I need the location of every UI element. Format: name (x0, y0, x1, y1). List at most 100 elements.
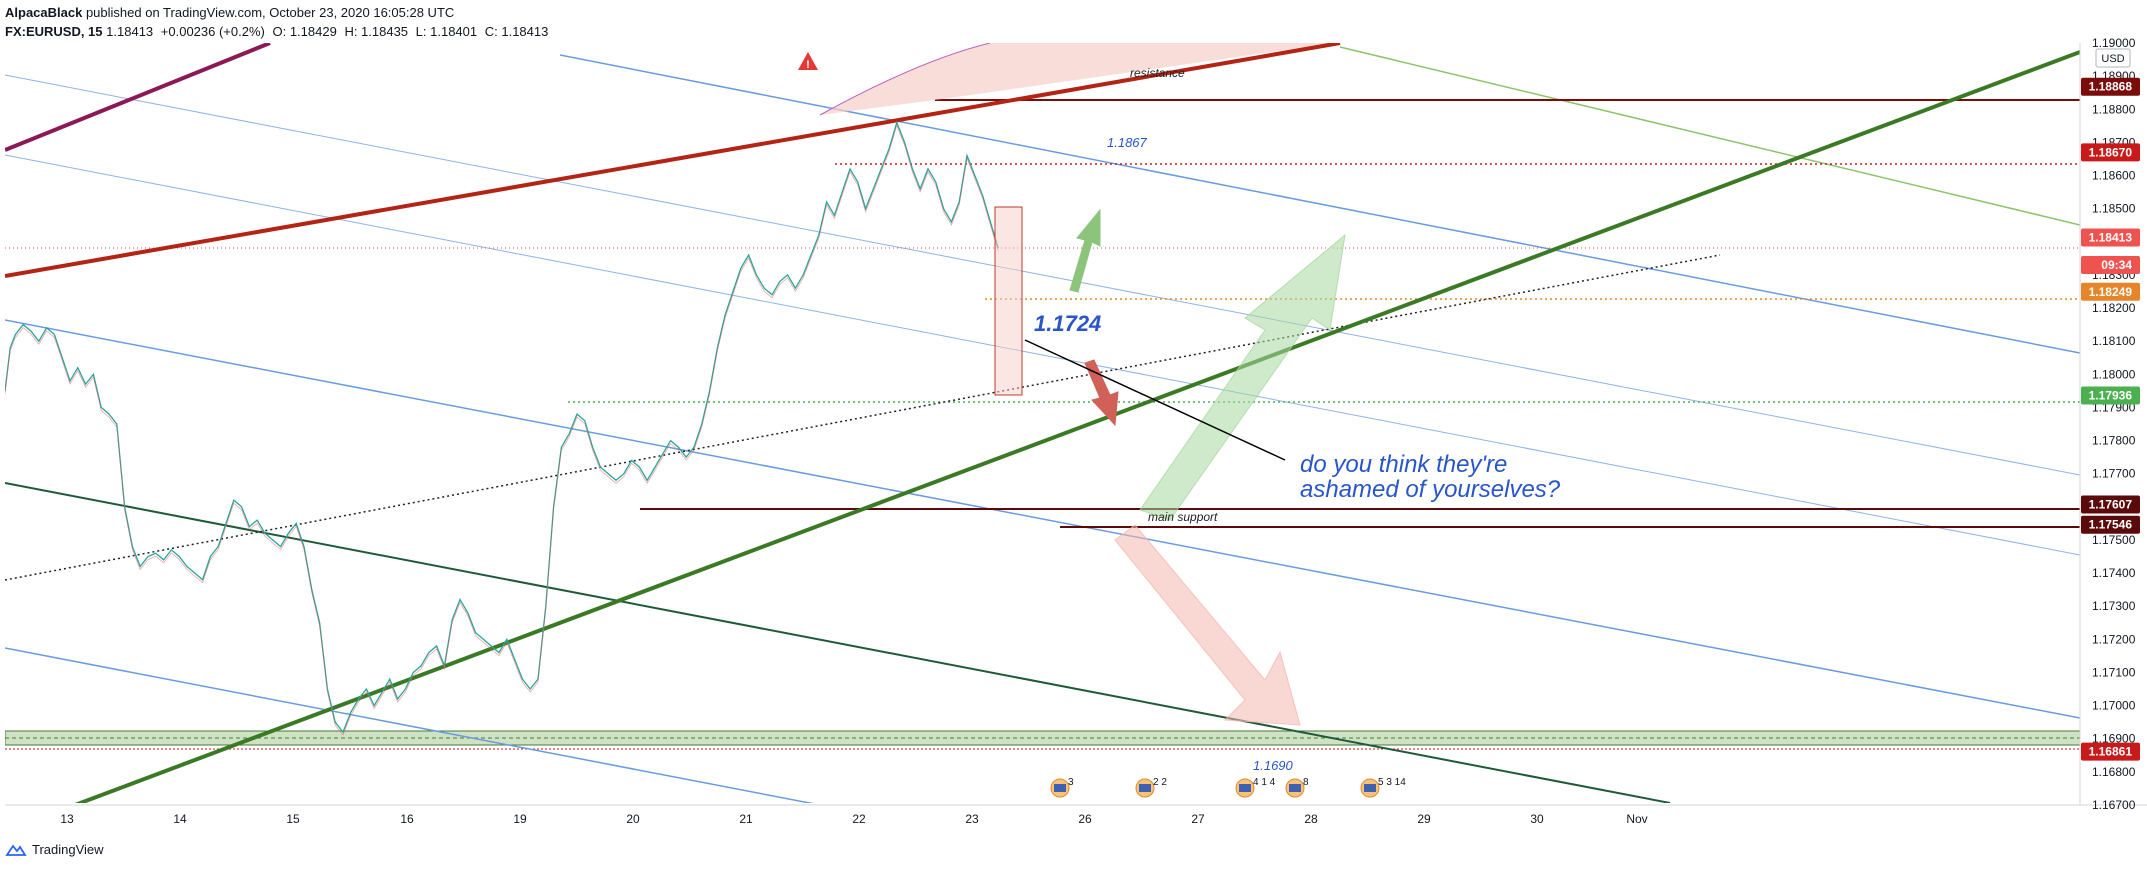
price-series-shadow (5, 124, 999, 736)
highlight-box (994, 206, 1023, 396)
publish-info: published on TradingView.com, October 23… (85, 5, 455, 20)
publish-line: AlpacaBlack published on TradingView.com… (5, 3, 552, 22)
event-count: 2 2 (1153, 777, 1167, 788)
high-value: H: 1.18435 (344, 24, 409, 39)
plot-area[interactable]: ! resistance 1.1867 1.1724 do you think … (5, 43, 2080, 805)
time-axis[interactable]: 13 14 15 16 19 20 21 22 23 26 27 28 29 30 Nov (60, 812, 1647, 826)
chart-header: AlpacaBlack published on TradingView.com… (5, 3, 552, 41)
price-tick-label: 1.17200 (2092, 632, 2136, 646)
price-tick-label: 1.16900 (2092, 732, 2136, 746)
price-tags: 1.18868 1.18670 1.18413 09:34 1.18249 1.17936… (2081, 77, 2140, 761)
channel-line-1 (559, 54, 2080, 354)
resistance-arc (819, 43, 991, 116)
price-tick-label: 1.18800 (2092, 102, 2136, 116)
symbol-label: FX:EURUSD, 15 (5, 24, 103, 39)
price-tag-label: 09:34 (2101, 258, 2132, 272)
label-main-support: main support (1148, 510, 1218, 524)
price-tick-label: 1.16700 (2092, 798, 2136, 812)
low-value: L: 1.18401 (415, 24, 478, 39)
price-tag: 1.18249 (2081, 282, 2140, 301)
close-value: C: 1.18413 (484, 24, 549, 39)
price-tick-label: 1.18600 (2092, 169, 2136, 183)
downtrend-line (5, 482, 1671, 803)
price-tag: 1.17936 (2081, 386, 2140, 405)
bullish-arrow-small (1069, 208, 1101, 293)
price-tick-label: 1.17400 (2092, 566, 2136, 580)
comment-line-2: ashamed of yourselves? (1300, 476, 1561, 503)
time-tick-label: 26 (1078, 812, 1092, 826)
open-value: O: 1.18429 (272, 24, 337, 39)
green-trend-top (1339, 46, 2080, 226)
time-tick-label: 15 (286, 812, 300, 826)
label-resistance: resistance (1130, 66, 1185, 80)
event-marker[interactable]: 8 (1285, 777, 1309, 798)
price-tick-label: 1.17100 (2092, 665, 2136, 679)
economic-events[interactable]: 3 2 2 4 1 4 8 5 3 14 (1050, 777, 1406, 798)
channel-line-5 (5, 647, 814, 803)
time-tick-label: 21 (739, 812, 753, 826)
time-tick-label: 23 (965, 812, 979, 826)
event-count: 8 (1303, 777, 1309, 788)
bearish-arrow-small (1084, 359, 1119, 427)
price-tick-label: 1.17500 (2092, 533, 2136, 547)
price-change: +0.00236 (+0.2%) (160, 24, 265, 39)
event-marker[interactable]: 4 1 4 (1235, 777, 1276, 798)
event-count: 4 1 4 (1253, 777, 1276, 788)
channel-line-3 (5, 154, 2080, 556)
price-tag-label: 1.18413 (2089, 230, 2133, 244)
time-tick-label: 27 (1191, 812, 1205, 826)
maroon-trend (5, 43, 271, 152)
ohlc-line: FX:EURUSD, 15 1.18413 +0.00236 (+0.2%) O… (5, 22, 552, 41)
time-tick-label: 30 (1530, 812, 1544, 826)
tradingview-logo-icon (5, 843, 27, 856)
price-tag: 1.18868 (2081, 77, 2140, 96)
time-tick-label: 13 (60, 812, 74, 826)
price-tag: 1.17546 (2081, 515, 2140, 534)
label-1867: 1.1867 (1107, 135, 1148, 150)
channel-line-2 (5, 74, 2080, 476)
price-tick-label: 1.17300 (2092, 599, 2136, 613)
brand-label: TradingView (32, 842, 104, 857)
price-tick-label: 1.18500 (2092, 202, 2136, 216)
event-marker[interactable]: 3 (1050, 777, 1074, 798)
price-tag-label: 1.18249 (2089, 285, 2133, 299)
currency-label: USD (2101, 53, 2124, 65)
time-tick-label: 22 (852, 812, 866, 826)
event-count: 3 (1068, 777, 1074, 788)
footer-brand[interactable]: TradingView (5, 842, 104, 857)
price-tick-label: 1.17800 (2092, 434, 2136, 448)
comment-pointer (1024, 339, 1286, 461)
price-tag-label: 1.17607 (2089, 498, 2133, 512)
price-tag-label: 1.18868 (2089, 80, 2133, 94)
price-tick-label: 1.17000 (2092, 699, 2136, 713)
author-name[interactable]: AlpacaBlack (5, 5, 83, 20)
event-marker[interactable]: 2 2 (1135, 777, 1167, 798)
time-tick-label: 19 (513, 812, 527, 826)
price-tag: 1.16861 (2081, 742, 2140, 761)
price-tick-label: 1.17700 (2092, 467, 2136, 481)
last-price: 1.18413 (106, 24, 154, 39)
main-uptrend-line (74, 50, 2080, 803)
time-tick-label: 29 (1417, 812, 1431, 826)
currency-badge[interactable]: USD (2095, 48, 2131, 68)
time-tick-label: 14 (173, 812, 187, 826)
price-tag-label: 1.17546 (2089, 518, 2133, 532)
warning-icon[interactable]: ! (798, 52, 818, 71)
channel-line-4 (5, 319, 2080, 719)
price-tick-label: 1.16800 (2092, 765, 2136, 779)
event-count: 5 3 14 (1378, 777, 1406, 788)
price-tick-label: 1.19000 (2092, 36, 2136, 50)
price-tag-label: 1.18670 (2089, 145, 2133, 159)
label-1690: 1.1690 (1253, 758, 1294, 773)
price-tag-label: 1.16861 (2089, 745, 2133, 759)
price-tag: 1.17607 (2081, 495, 2140, 514)
event-marker[interactable]: 5 3 14 (1360, 777, 1406, 798)
price-tick-label: 1.18000 (2092, 367, 2136, 381)
bullish-arrow-large (1139, 233, 1346, 521)
comment-line-1: do you think they're (1300, 451, 1507, 478)
time-tick-label: Nov (1626, 812, 1647, 826)
dotted-trend-line (5, 254, 1721, 581)
time-tick-label: 28 (1304, 812, 1318, 826)
price-tag: 1.18670 (2081, 143, 2140, 162)
